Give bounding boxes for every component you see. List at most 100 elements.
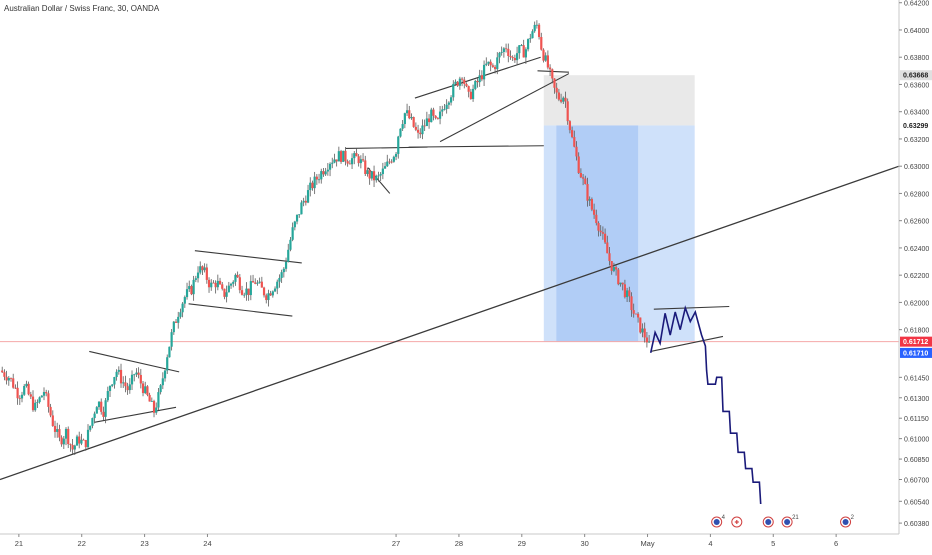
- candle-body-201: [443, 109, 446, 110]
- candle-body-180: [397, 136, 400, 154]
- candle-body-116: [256, 282, 259, 284]
- candle-body-101: [223, 288, 226, 297]
- candle-body-222: [489, 61, 492, 66]
- candle-body-210: [463, 79, 466, 84]
- candle-body-187: [412, 117, 415, 127]
- candle-body-163: [359, 159, 362, 164]
- candle-body-277: [610, 261, 613, 271]
- candle-body-103: [227, 285, 230, 293]
- candle-body-161: [355, 153, 358, 157]
- candle-body-99: [218, 280, 222, 285]
- candle-body-291: [641, 328, 644, 333]
- candle-body-18: [40, 395, 43, 398]
- candle-body-285: [628, 290, 631, 297]
- candle-body-255: [562, 97, 565, 102]
- candle-body-104: [229, 283, 233, 286]
- candle-body-212: [467, 86, 470, 92]
- candle-body-189: [416, 129, 420, 133]
- candle-body-164: [361, 159, 365, 161]
- candle-body-78: [172, 321, 175, 333]
- candle-body-252: [555, 87, 558, 93]
- candle-body-43: [95, 407, 98, 414]
- candle-body-225: [496, 57, 499, 70]
- candle-body-214: [471, 88, 475, 100]
- candle-body-73: [161, 378, 164, 386]
- candle-body-110: [243, 294, 246, 296]
- flag-2-lower: [188, 303, 293, 317]
- candle-body-174: [383, 166, 387, 169]
- y-tick-label-16: 0.61000: [904, 437, 929, 444]
- candle-body-123: [271, 291, 274, 296]
- candle-body-135: [298, 214, 301, 216]
- x-tick-label-2: 23: [140, 539, 148, 548]
- candle-body-221: [487, 61, 490, 64]
- candle-body-216: [476, 80, 479, 83]
- x-tick-label-10: 5: [771, 539, 775, 548]
- candle-body-167: [368, 170, 371, 179]
- candle-body-271: [597, 223, 600, 231]
- candle-body-26: [58, 429, 61, 438]
- price-label-1: 0.63299: [903, 123, 928, 130]
- candle-body-90: [199, 266, 202, 273]
- candle-body-22: [49, 406, 52, 416]
- candle-body-154: [339, 151, 343, 162]
- candle-body-32: [71, 444, 74, 450]
- candle-body-111: [245, 288, 248, 295]
- candle-body-263: [579, 173, 582, 178]
- candle-body-100: [221, 284, 224, 289]
- candle-body-137: [302, 200, 305, 203]
- candle-body-152: [335, 159, 338, 162]
- candle-body-268: [590, 199, 593, 210]
- candle-body-258: [568, 121, 571, 131]
- channel-upper: [414, 56, 541, 99]
- candle-body-42: [93, 413, 96, 419]
- candle-body-89: [196, 272, 200, 279]
- price-label-bg-2: [900, 336, 932, 347]
- candle-body-53: [117, 369, 120, 372]
- candle-body-179: [394, 153, 398, 157]
- candle-body-234: [515, 53, 519, 61]
- y-tick-label-17: 0.60850: [904, 457, 929, 464]
- candle-body-118: [260, 281, 263, 288]
- candle-body-229: [504, 48, 508, 50]
- candle-body-251: [553, 78, 556, 88]
- candle-body-257: [566, 101, 569, 122]
- candle-body-149: [328, 163, 332, 170]
- candle-body-233: [513, 57, 516, 61]
- candle-body-93: [205, 267, 208, 280]
- candle-body-165: [364, 160, 367, 174]
- candle-body-240: [529, 38, 532, 40]
- candle-body-171: [377, 175, 380, 177]
- stop-zone: [543, 75, 695, 126]
- candle-body-283: [623, 284, 626, 298]
- y-tick-label-4: 0.63400: [904, 110, 929, 117]
- candle-body-186: [410, 117, 413, 119]
- candle-body-69: [152, 400, 156, 413]
- candle-body-142: [313, 176, 316, 189]
- candle-body-55: [122, 382, 125, 384]
- candle-body-143: [315, 176, 318, 180]
- candle-body-241: [531, 31, 534, 39]
- candle-body-213: [469, 91, 472, 100]
- y-tick-label-18: 0.60700: [904, 478, 929, 485]
- candle-body-83: [183, 297, 186, 304]
- candle-body-160: [353, 153, 356, 159]
- candle-body-84: [185, 289, 189, 298]
- candle-body-158: [348, 163, 351, 165]
- candle-body-120: [265, 295, 268, 301]
- candle-body-139: [306, 190, 310, 203]
- flag-3-baseline: [408, 145, 544, 148]
- candle-body-276: [608, 253, 611, 262]
- candle-body-245: [540, 37, 543, 50]
- candle-body-177: [390, 161, 393, 163]
- candle-body-200: [441, 109, 444, 112]
- target-zone-dark: [556, 125, 639, 342]
- x-tick-label-3: 24: [203, 539, 211, 548]
- candle-body-289: [637, 313, 640, 318]
- candle-body-181: [399, 128, 402, 137]
- y-tick-label-11: 0.62000: [904, 300, 929, 307]
- candle-body-121: [267, 293, 270, 301]
- long-trendline: [0, 165, 900, 481]
